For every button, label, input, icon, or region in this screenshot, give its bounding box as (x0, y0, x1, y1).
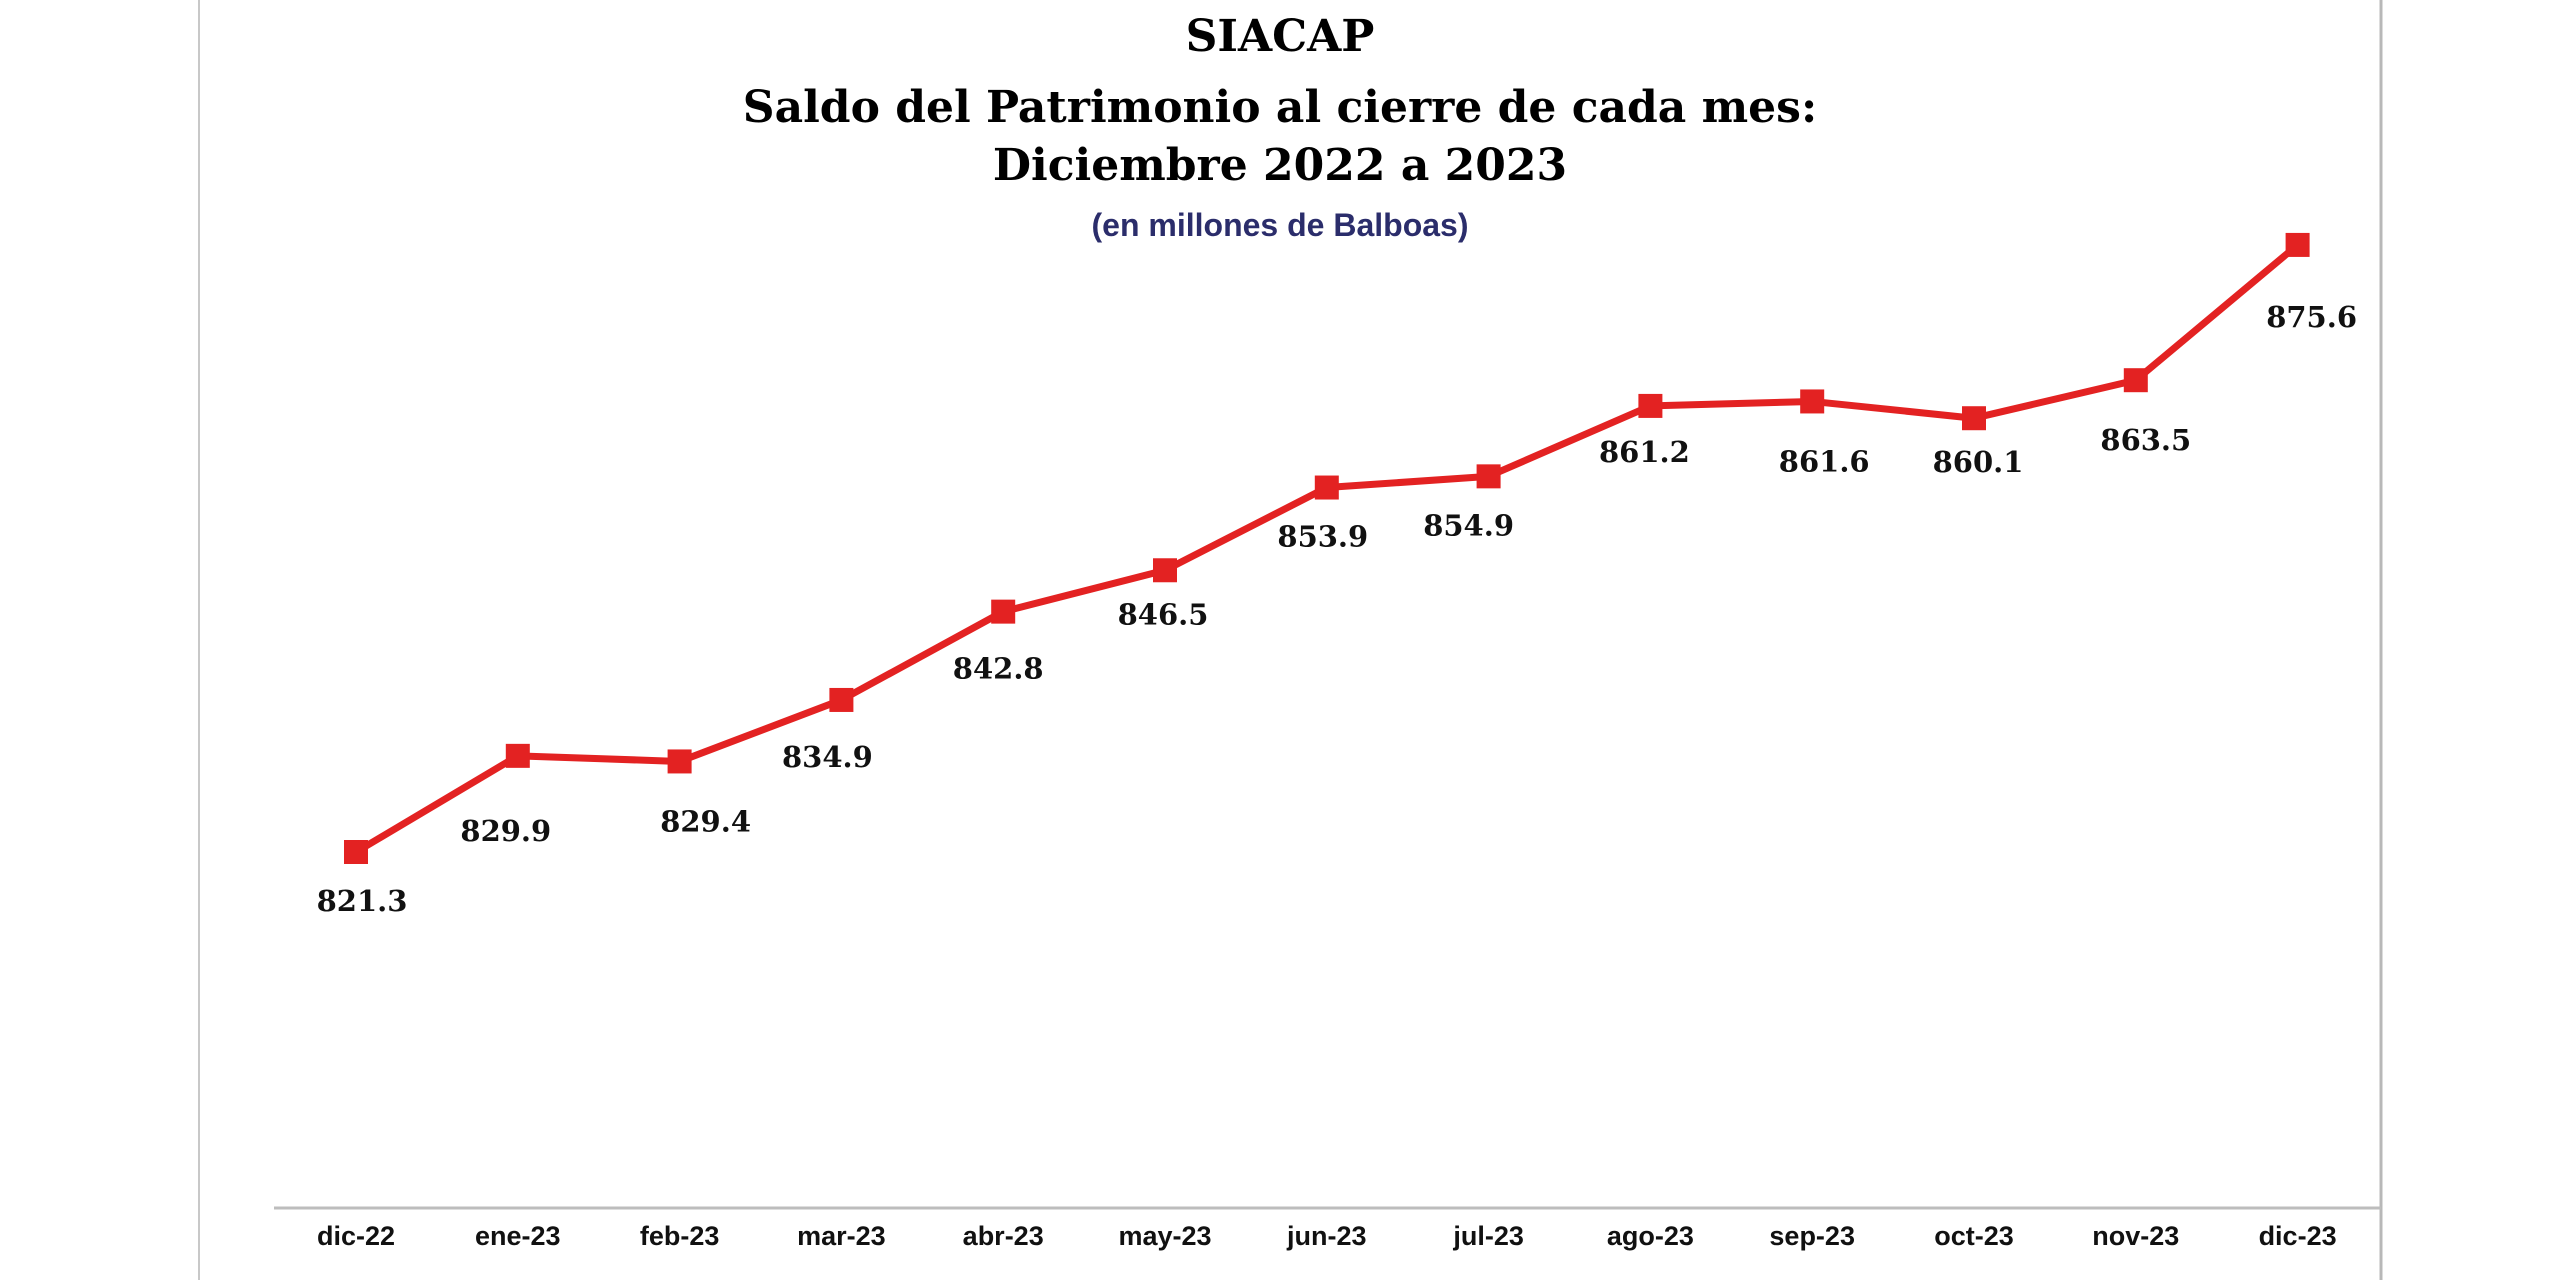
x-tick-label: jun-23 (1286, 1221, 1367, 1251)
x-tick-label: sep-23 (1769, 1221, 1855, 1251)
x-tick-label: ene-23 (475, 1221, 561, 1251)
data-point-marker (1638, 393, 1663, 418)
data-point-marker (667, 749, 692, 774)
data-label: 853.9 (1277, 520, 1368, 554)
data-label: 861.6 (1779, 444, 1870, 478)
data-point-marker (991, 599, 1016, 624)
x-tick-label: dic-22 (317, 1221, 395, 1251)
data-point-marker (344, 840, 368, 864)
x-tick-label: oct-23 (1934, 1221, 2014, 1251)
chart-title-line-2: Saldo del Patrimonio al cierre de cada m… (743, 82, 1817, 133)
x-tick-label: feb-23 (640, 1221, 720, 1251)
data-point-marker (1962, 406, 1986, 431)
data-label: 863.5 (2100, 423, 2191, 457)
x-tick-label: jul-23 (1452, 1221, 1524, 1251)
data-point-marker (2123, 368, 2148, 393)
data-point-marker (2285, 232, 2310, 257)
x-tick-label: ago-23 (1607, 1221, 1694, 1251)
data-label: 829.9 (460, 814, 551, 848)
chart-title-line-3: Diciembre 2022 a 2023 (993, 140, 1567, 191)
data-point-marker (1314, 475, 1339, 500)
x-tick-label: abr-23 (963, 1221, 1044, 1251)
data-point-marker (829, 687, 854, 712)
data-label: 821.3 (317, 884, 408, 918)
data-label: 875.6 (2266, 300, 2357, 334)
x-tick-label: may-23 (1118, 1221, 1211, 1251)
x-tick-label: nov-23 (2092, 1221, 2179, 1251)
data-label: 846.5 (1118, 597, 1209, 631)
chart-subtitle: (en millones de Balboas) (1092, 207, 1469, 243)
data-point-marker (1476, 464, 1501, 489)
data-label: 854.9 (1423, 508, 1514, 542)
data-label: 834.9 (782, 740, 873, 774)
x-tick-label: mar-23 (797, 1221, 886, 1251)
data-label: 861.2 (1599, 435, 1690, 469)
data-point-marker (1153, 558, 1177, 583)
data-label: 842.8 (953, 652, 1044, 686)
x-tick-label: dic-23 (2259, 1221, 2337, 1251)
data-label: 860.1 (1933, 445, 2024, 479)
data-label: 829.4 (660, 804, 751, 838)
data-point-marker (505, 743, 530, 768)
chart-title-line-1: SIACAP (1186, 11, 1375, 62)
data-point-marker (1800, 389, 1825, 414)
